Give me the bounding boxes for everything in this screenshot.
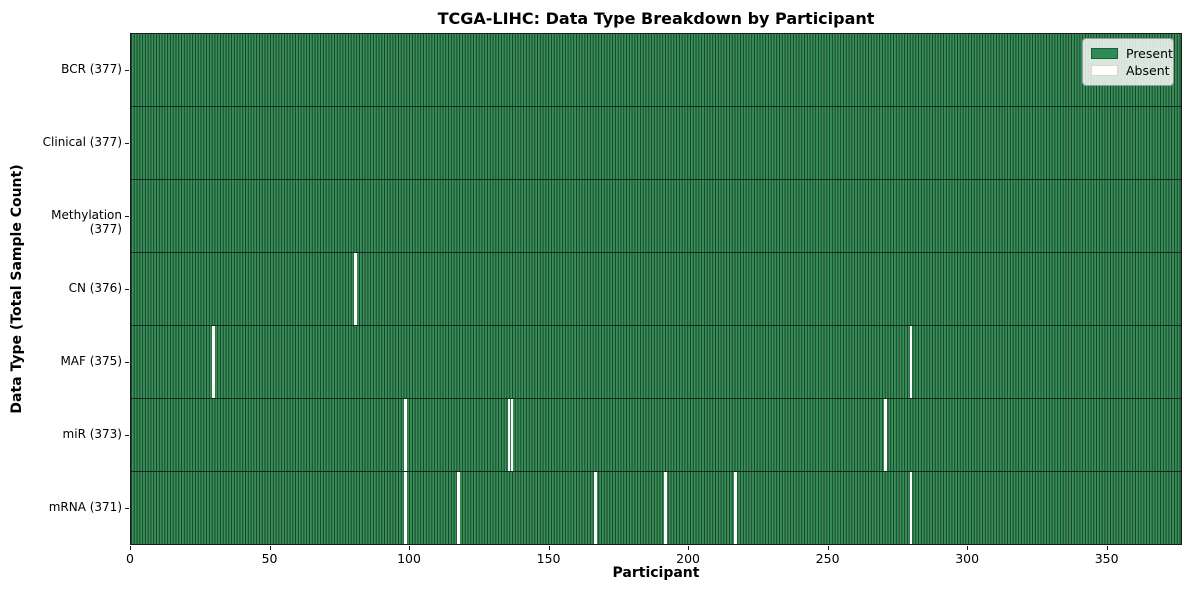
y-tick-mark — [125, 69, 129, 71]
absent-bar — [884, 399, 888, 471]
legend-label: Present — [1126, 46, 1173, 61]
absent-bar — [507, 399, 511, 471]
absent-bar — [404, 472, 408, 544]
y-tick-label: miR (373) — [62, 427, 122, 442]
y-tick-label: CN (376) — [68, 281, 122, 295]
x-tick-mark — [269, 546, 271, 550]
x-tick-label: 100 — [397, 551, 421, 566]
y-tick-label: BCR (377) — [61, 61, 122, 76]
heatmap-row-bcr — [131, 34, 1181, 106]
y-tick-mark — [125, 508, 129, 510]
x-tick-mark — [130, 546, 131, 550]
x-tick-mark — [409, 546, 411, 550]
absent-bar — [909, 472, 913, 544]
x-axis-label: Participant — [612, 565, 700, 581]
x-tick-label: 50 — [261, 551, 278, 566]
x-tick-mark — [1106, 546, 1108, 550]
x-tick-label: 350 — [1094, 551, 1119, 566]
x-tick-label: 200 — [676, 551, 700, 566]
absent-bar — [909, 326, 913, 398]
absent-bar — [663, 472, 667, 544]
absent-bar — [594, 472, 597, 544]
y-tick-mark — [125, 362, 129, 364]
y-tick-mark — [125, 289, 129, 290]
y-tick-label: Methylation (377) — [51, 207, 122, 236]
x-tick-label: 150 — [536, 551, 561, 566]
legend: Present Absent — [1082, 38, 1174, 86]
y-axis-label: Data Type (Total Sample Count) — [9, 164, 25, 414]
heatmap-row-clinical — [131, 106, 1181, 179]
legend-item-absent: Absent — [1091, 62, 1170, 79]
y-tick-mark — [125, 435, 129, 437]
y-tick-label: mRNA (371) — [48, 500, 122, 515]
absent-bar — [457, 472, 461, 544]
heatmap-row-cn — [131, 252, 1181, 325]
heatmap-plot-area — [130, 33, 1182, 545]
legend-swatch-absent — [1091, 65, 1118, 76]
chart-title: TCGA-LIHC: Data Type Breakdown by Partic… — [437, 9, 875, 28]
absent-bar — [354, 253, 358, 325]
x-tick-mark — [967, 546, 969, 550]
x-tick-mark — [827, 546, 829, 550]
absent-bar — [733, 472, 737, 544]
absent-bar — [404, 399, 408, 471]
y-tick-mark — [125, 215, 129, 217]
heatmap-row-methylation — [131, 179, 1181, 252]
x-tick-mark — [688, 546, 690, 550]
legend-item-present: Present — [1091, 45, 1173, 62]
legend-label: Absent — [1126, 63, 1170, 78]
y-tick-mark — [125, 142, 129, 144]
heatmap-row-mrna — [131, 471, 1181, 544]
heatmap-row-maf — [131, 325, 1181, 398]
x-tick-label: 300 — [955, 551, 980, 566]
y-tick-label: Clinical (377) — [42, 134, 122, 149]
absent-bar — [510, 399, 514, 471]
y-tick-label: MAF (375) — [60, 354, 122, 369]
x-tick-mark — [548, 546, 550, 550]
absent-bar — [211, 326, 215, 398]
legend-swatch-present — [1091, 48, 1118, 59]
x-tick-label: 250 — [815, 551, 840, 566]
heatmap-row-mir — [131, 398, 1181, 471]
x-tick-label: 0 — [126, 551, 134, 566]
